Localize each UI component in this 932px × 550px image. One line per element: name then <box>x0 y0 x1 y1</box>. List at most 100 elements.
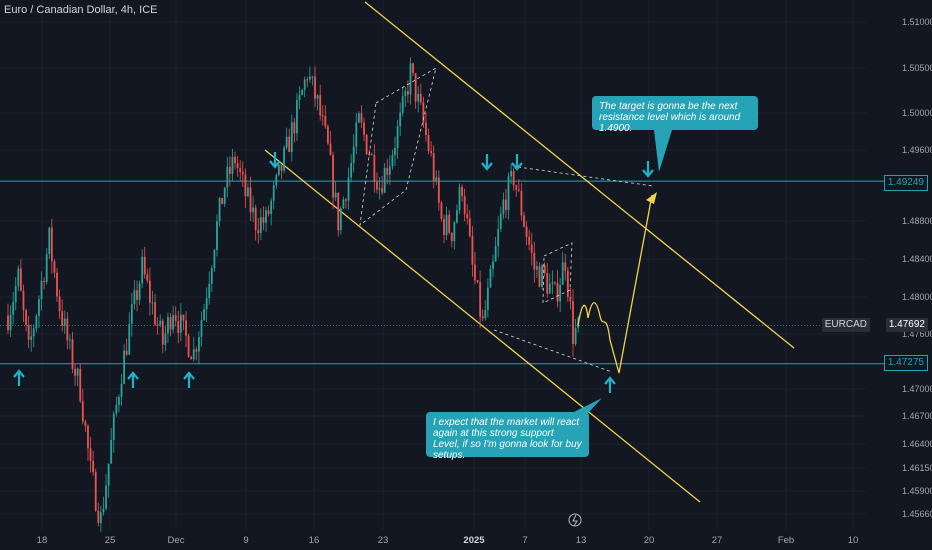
y-tick-label: 1.46700 <box>902 411 932 421</box>
candle-body <box>427 134 430 152</box>
candle-body <box>61 311 64 326</box>
candle-body <box>141 256 144 284</box>
candle-body <box>290 122 293 153</box>
candle-body <box>97 510 100 524</box>
x-tick-label: 13 <box>576 535 587 546</box>
candle-body <box>20 268 22 291</box>
candle-body <box>520 190 523 216</box>
y-tick-label: 1.46150 <box>902 463 932 473</box>
candle-body <box>497 228 500 247</box>
candle-body <box>17 268 20 287</box>
y-tick-label: 1.50000 <box>902 108 932 118</box>
y-tick-label: 1.50500 <box>902 63 932 73</box>
candle-body <box>293 122 296 134</box>
candle-body <box>355 122 358 147</box>
candle-body <box>270 200 273 214</box>
support-price-tag: 1.47275 <box>883 355 928 371</box>
candle-body <box>81 401 84 422</box>
lightning-icon <box>568 513 582 527</box>
candle-body <box>185 320 187 336</box>
x-tick-label: Dec <box>168 535 185 546</box>
candle-body <box>517 189 520 191</box>
candle-body <box>149 280 151 303</box>
candle-body <box>161 320 164 345</box>
candle-body <box>43 281 46 283</box>
candle-body <box>74 368 76 376</box>
candle-body <box>280 164 283 171</box>
candle-body <box>417 93 420 102</box>
candle-body <box>334 192 337 198</box>
candles <box>7 57 580 533</box>
candle-body <box>71 339 74 369</box>
candle-body <box>265 210 267 223</box>
candle-body <box>138 283 141 300</box>
y-tick-label: 1.46400 <box>902 439 932 449</box>
candle-body <box>494 246 497 262</box>
candle-body <box>363 122 365 135</box>
support-callout-text: I expect that the market will react agai… <box>433 417 582 461</box>
candle-body <box>146 274 149 281</box>
candle-body <box>234 156 236 164</box>
candle-body <box>419 93 422 103</box>
candle-body <box>404 91 407 97</box>
candle-body <box>541 265 543 287</box>
candle-body <box>456 210 458 223</box>
candle-body <box>154 302 156 325</box>
candle-body <box>99 512 102 524</box>
candle-body <box>370 154 373 156</box>
resistance-arrow-down-head <box>642 169 654 178</box>
candle-body <box>252 207 254 213</box>
candle-body <box>213 250 216 269</box>
candle-body <box>422 102 425 123</box>
x-tick-label: 27 <box>712 535 723 546</box>
candle-body <box>458 186 461 211</box>
candle-body <box>288 136 291 153</box>
candle-body <box>481 316 484 319</box>
candle-body <box>35 315 38 329</box>
candle-body <box>564 262 567 271</box>
resistance-arrow-down-head <box>511 162 523 171</box>
candle-body <box>58 296 61 312</box>
projected-path-arrowhead <box>646 192 657 204</box>
candle-body <box>476 280 479 282</box>
resistance-price-tag: 1.49249 <box>883 175 928 191</box>
candle-body <box>241 171 244 175</box>
candle-body <box>448 214 451 233</box>
y-tick-label: 1.47600 <box>902 329 932 339</box>
candle-body <box>324 116 327 127</box>
candle-body <box>182 314 185 321</box>
candle-body <box>345 199 347 201</box>
candle-body <box>231 156 234 174</box>
y-tick-label: 1.48400 <box>902 254 932 264</box>
candle-body <box>311 76 314 78</box>
candle-body <box>84 421 87 427</box>
candle-body <box>435 177 438 182</box>
y-tick-label: 1.51000 <box>902 17 932 27</box>
support-price-value: 1.47275 <box>887 357 924 368</box>
candle-body <box>388 166 391 175</box>
current-symbol-tag: EURCAD <box>821 318 870 332</box>
candle-body <box>128 323 131 355</box>
candle-body <box>407 91 409 95</box>
candle-body <box>228 166 231 174</box>
candle-body <box>357 113 360 123</box>
candle-body <box>551 282 554 284</box>
candle-body <box>79 368 82 402</box>
candle-body <box>412 63 414 74</box>
candle-body <box>528 236 531 245</box>
candle-body <box>329 143 332 156</box>
candle-body <box>471 235 474 265</box>
candle-body <box>172 315 175 330</box>
candle-body <box>301 89 304 95</box>
candle-body <box>373 154 376 182</box>
candle-body <box>254 207 257 230</box>
candle-body <box>543 265 546 273</box>
candle-body <box>167 317 169 334</box>
candle-body <box>187 335 190 357</box>
candle-body <box>267 210 270 214</box>
candle-body <box>530 244 533 253</box>
candle-body <box>574 328 577 345</box>
candle-body <box>53 261 56 273</box>
